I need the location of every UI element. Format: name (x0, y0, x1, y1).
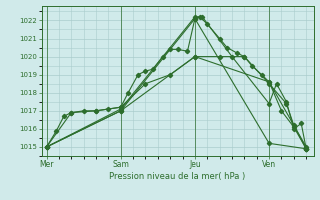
X-axis label: Pression niveau de la mer( hPa ): Pression niveau de la mer( hPa ) (109, 172, 246, 181)
